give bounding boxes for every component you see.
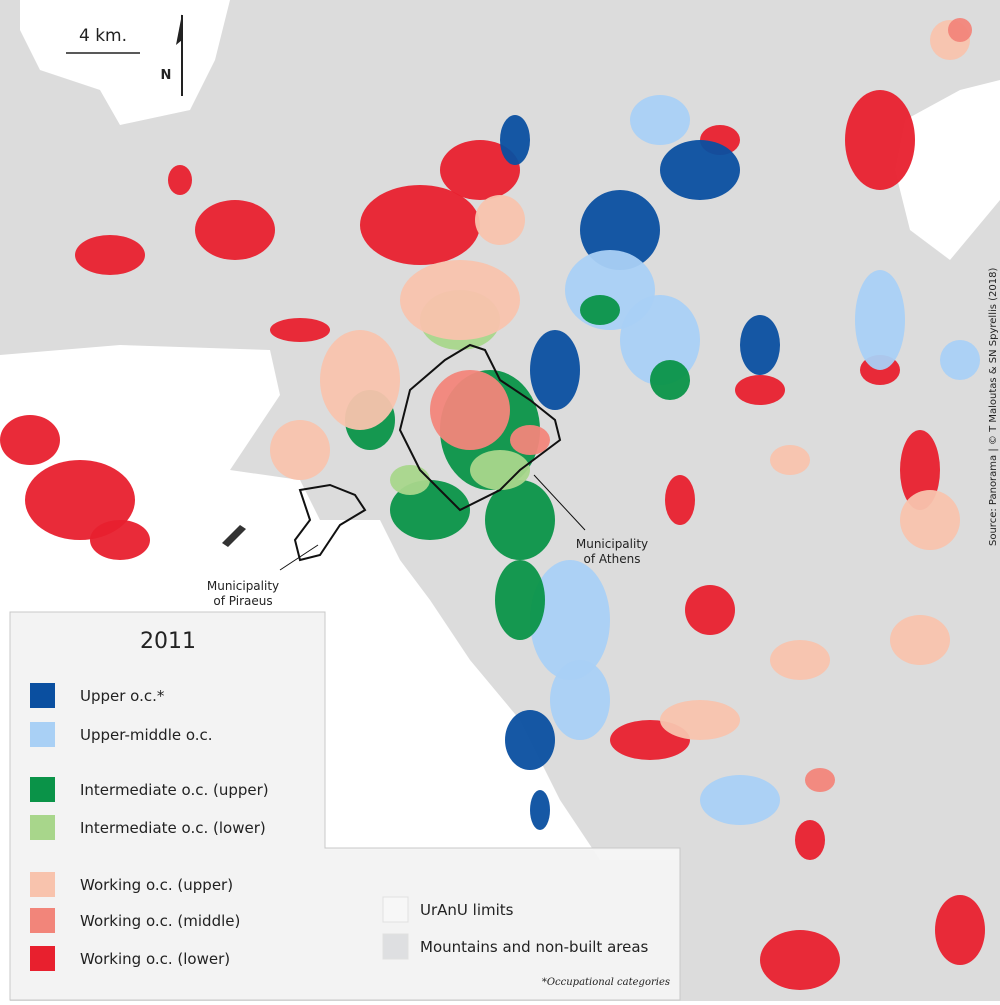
place-label: of Piraeus [213,594,272,608]
district-patch [530,790,550,830]
district-patch [475,195,525,245]
legend-title: 2011 [140,629,196,654]
legend-swatch [382,896,409,923]
legend-label: Mountains and non-built areas [420,938,649,956]
district-patch [440,140,520,200]
district-patch [550,660,610,740]
district-patch [665,475,695,525]
source: Source: Panorama | © T Maloutas & SN Spy… [988,267,999,546]
place-label: of Athens [584,552,641,566]
legend-swatch [30,777,55,802]
footnote: *Occupational categories [542,977,670,988]
leader-line [533,474,586,531]
district-patch [580,190,660,270]
district-patch [530,560,610,680]
north-label: N [161,68,172,83]
district-patch [470,450,530,490]
district-patch [900,490,960,550]
legend: Upper o.c.* Upper-middle o.c. Intermediate… [30,683,649,971]
place-label: Municipality [576,537,648,551]
district-patch [770,640,830,680]
district-patch [320,330,400,430]
district-patch [620,295,700,385]
district-patch [740,315,780,375]
legend-swatch [30,815,55,840]
district-patch [660,140,740,200]
legend-label: Working o.c. (upper) [80,876,233,894]
legend-label: Upper o.c.* [80,687,165,705]
district-patch [270,318,330,342]
legend-swatch [30,908,55,933]
district-patch [90,520,150,560]
district-patch [940,340,980,380]
district-patch [485,480,555,560]
legend-label: Working o.c. (middle) [80,912,240,930]
district-patch [935,895,985,965]
north-arrow-head [176,14,182,45]
legend-swatch [30,946,55,971]
district-patch [0,415,60,465]
districts [0,18,985,990]
district-patch [360,185,480,265]
district-patch [195,200,275,260]
scale-label: 4 km. [79,26,127,46]
legend-label: UrAnU limits [420,901,514,919]
district-patch [168,165,192,195]
legend-swatch [30,872,55,897]
district-patch [25,460,135,540]
leader-line [279,544,319,571]
legend-label: Upper-middle o.c. [80,726,213,744]
district-patch [855,270,905,370]
district-patch [510,425,550,455]
district-patch [760,930,840,990]
district-patch [685,585,735,635]
district-patch [75,235,145,275]
district-patch [770,445,810,475]
legend-swatch [382,933,409,960]
legend-panel [9,611,681,1001]
district-patch [580,295,620,325]
district-patch [650,360,690,400]
sea [0,612,10,1001]
legend-swatch [30,683,55,708]
legend-swatch [30,722,55,747]
district-patch [795,820,825,860]
district-patch [890,615,950,665]
legend-label: Intermediate o.c. (upper) [80,781,269,799]
sea [20,0,230,125]
piraeus-boundary [293,483,367,562]
place-label: Municipality [207,579,279,593]
district-patch [735,375,785,405]
district-patch [495,560,545,640]
district-patch [845,90,915,190]
district-patch [430,370,510,450]
district-patch [400,260,520,340]
district-patch [500,115,530,165]
district-patch [505,710,555,770]
athens-boundary [398,343,562,512]
district-patch [530,330,580,410]
district-patch [660,700,740,740]
district-patch [270,420,330,480]
district-patch [630,95,690,145]
district-patch [805,768,835,792]
district-patch [700,775,780,825]
sea [895,80,1000,260]
legend-label: Intermediate o.c. (lower) [80,819,266,837]
district-patch [948,18,972,42]
district-patch [390,465,430,495]
legend-label: Working o.c. (lower) [80,950,230,968]
island [222,525,246,547]
